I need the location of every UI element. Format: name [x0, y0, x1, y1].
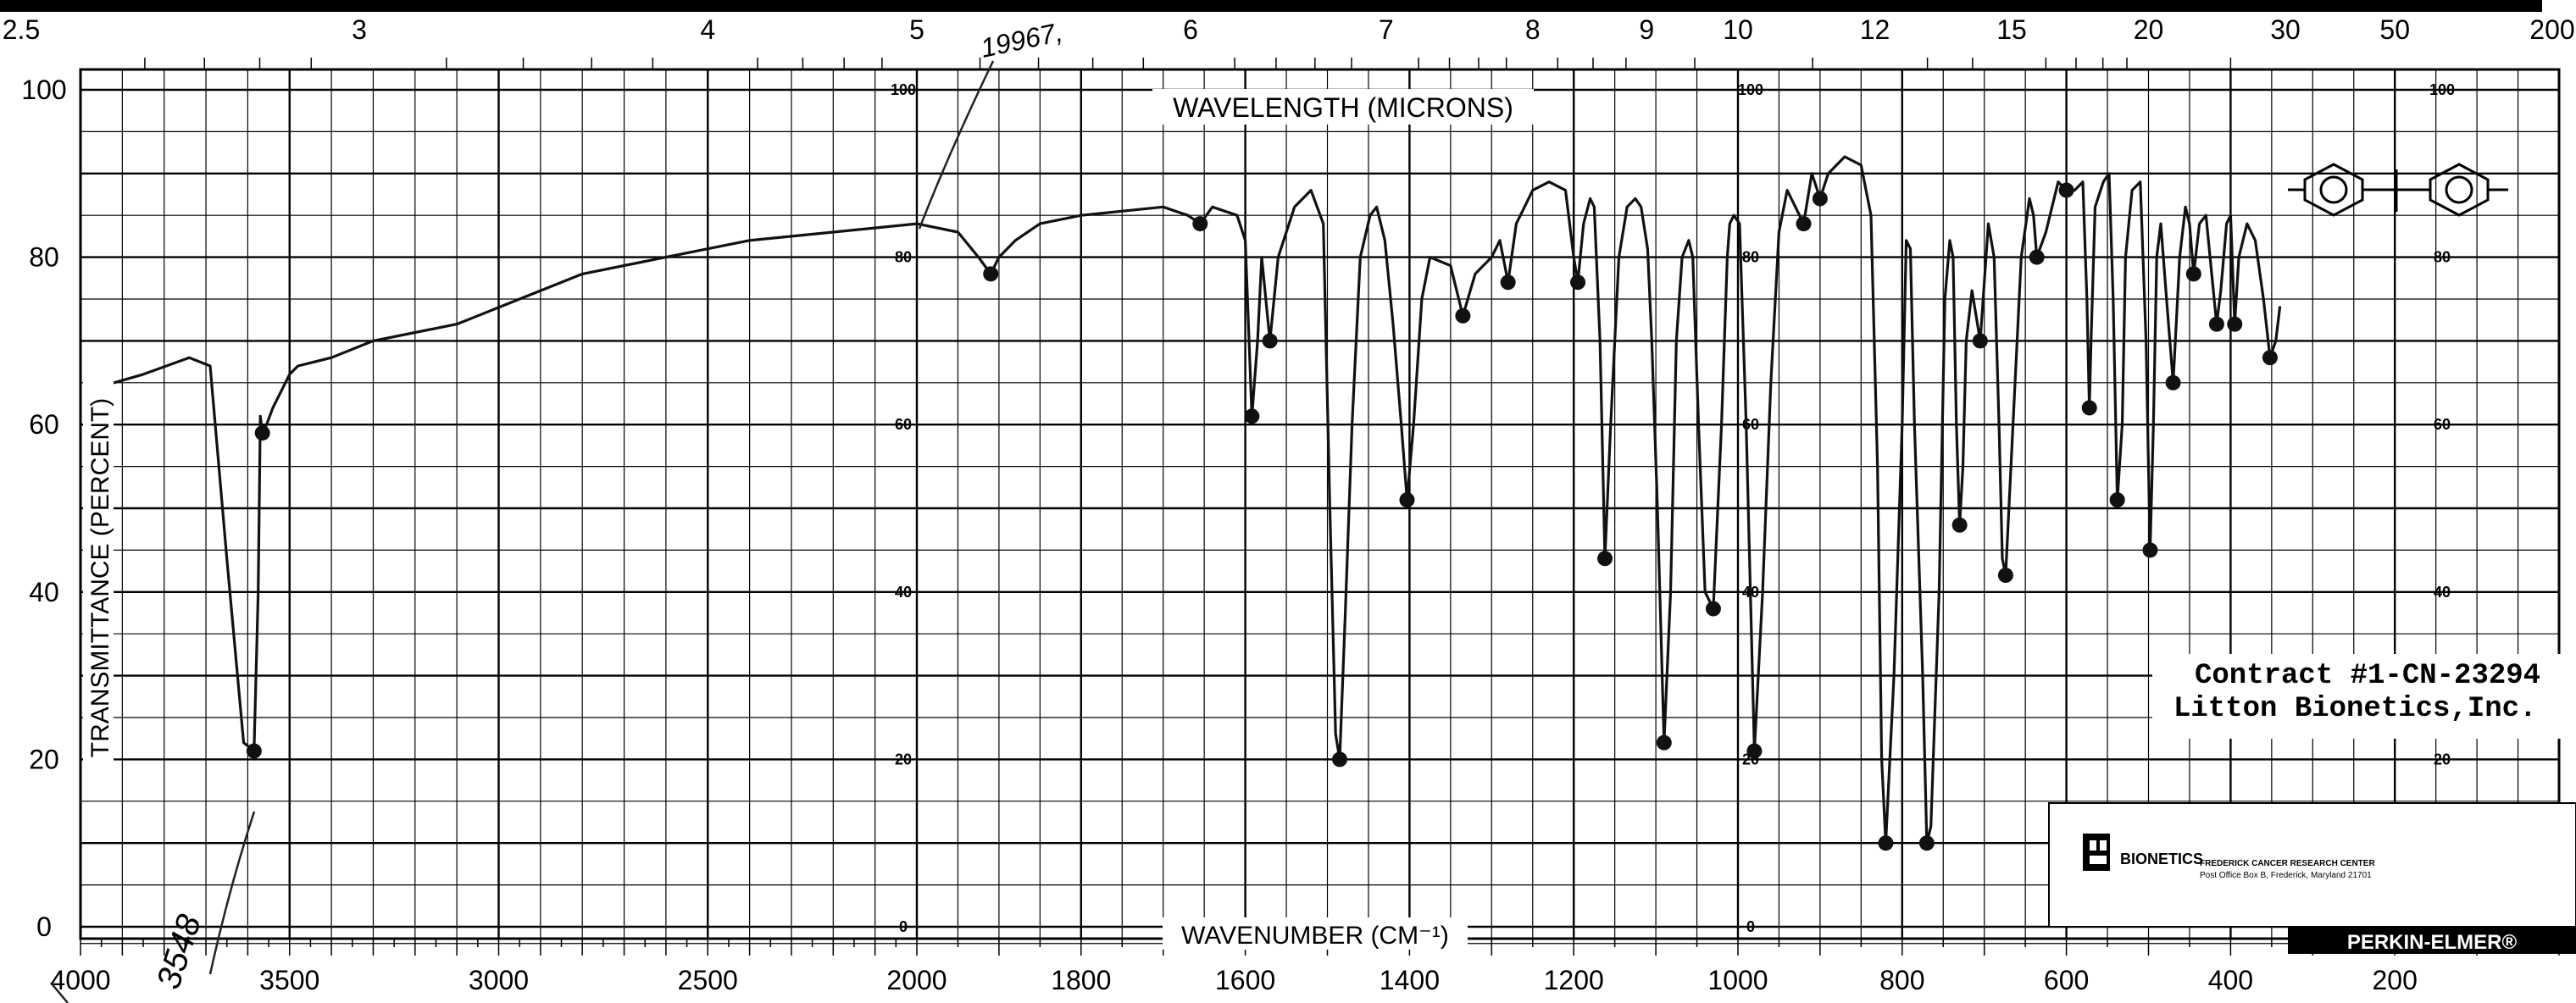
contract-box [2152, 654, 2576, 739]
inner-y-label: 20 [895, 751, 912, 767]
xlabel-box [1163, 917, 1468, 950]
x-top-tick-label: 8 [1525, 14, 1541, 45]
x-axis-title: WAVENUMBER (CM⁻¹) [1181, 922, 1449, 950]
x-top-tick-label: 3 [352, 14, 367, 45]
handwritten-marks [50, 60, 995, 1003]
x-tick-label: 4000 [50, 965, 110, 995]
contract-line1: Contract #1-CN-23294 [2195, 660, 2540, 692]
y-tick-label: 0 [36, 912, 52, 942]
x-tick-label: 1000 [1707, 965, 1768, 995]
x-tick-label: 800 [1879, 965, 1924, 995]
inner-y-label: 100 [1738, 81, 1763, 98]
bionetics-stamp [2048, 802, 2576, 928]
inner-y-label: 0 [899, 918, 908, 935]
y-tick-label: 100 [21, 75, 66, 105]
inner-y-label: 80 [2434, 249, 2451, 266]
inner-y-label: 20 [2434, 751, 2451, 767]
y-tick-label: 60 [29, 409, 59, 440]
x-top-tick-label: 50 [2379, 14, 2410, 45]
x2-axis-title: WAVELENGTH (MICRONS) [1173, 92, 1513, 123]
grid-layer [79, 68, 2561, 945]
x-tick-label: 3000 [469, 965, 529, 995]
inner-y-label: 100 [2429, 81, 2455, 98]
x-top-tick-label: 20 [2134, 14, 2164, 45]
ylabel-box [83, 373, 114, 779]
research-center-line2: Post Office Box B, Frederick, Maryland 2… [2200, 871, 2372, 880]
x-top-tick-label: 2.5 [3, 14, 40, 45]
y-axis-title: TRANSMITTANCE (PERCENT) [86, 398, 114, 757]
inner-y-label: 80 [1742, 249, 1759, 266]
bionetics-brand: BIONETICS [2120, 851, 2203, 867]
contract-line2: Litton Bionetics,Inc. [2174, 693, 2536, 725]
y-tick-label: 20 [29, 744, 59, 774]
x-top-tick-label: 15 [1996, 14, 2027, 45]
top-border-bar [0, 0, 2542, 12]
x-tick-label: 3500 [259, 965, 319, 995]
y-tick-label: 80 [29, 242, 59, 273]
research-center-line1: FREDERICK CANCER RESEARCH CENTER [2200, 859, 2375, 868]
maker-bar [2288, 927, 2576, 954]
x-tick-label: 1800 [1051, 965, 1111, 995]
x-tick-label: 1600 [1215, 965, 1275, 995]
x-tick-label: 2500 [678, 965, 738, 995]
x-top-tick-label: 12 [1860, 14, 1890, 45]
top-border-right [2542, 0, 2576, 24]
inner-y-label: 0 [1746, 918, 1755, 935]
x-top-tick-label: 9 [1639, 14, 1654, 45]
x-top-tick-label: 6 [1183, 14, 1198, 45]
inner-y-label: 40 [895, 584, 912, 601]
x-tick-label: 1200 [1544, 965, 1604, 995]
inner-y-label: 80 [895, 249, 912, 266]
x2label-box [1152, 89, 1534, 125]
x-tick-label: 400 [2208, 965, 2253, 995]
x-tick-label: 600 [2044, 965, 2089, 995]
ticks-layer: 4000 3500 3000 2500 2000 1800 1600 1400 1200 1000… [3, 14, 2575, 995]
molecule-structure [2288, 163, 2508, 217]
y-tick-label: 40 [29, 577, 59, 607]
inner-y-label: 100 [891, 81, 916, 98]
x-top-tick-label: 4 [700, 14, 715, 45]
x-top-tick-label: 5 [909, 14, 924, 45]
x-top-tick-label: 200 [2529, 14, 2574, 45]
x-top-tick-label: 10 [1723, 14, 1753, 45]
inner-y-label: 60 [895, 416, 912, 433]
bionetics-logo [2083, 834, 2110, 871]
x-top-tick-label: 7 [1379, 14, 1394, 45]
inner-y-label: 40 [2434, 584, 2451, 601]
maker-label: PERKIN-ELMER® [2347, 931, 2518, 954]
spectrum-line [112, 155, 2282, 845]
x-tick-label: 200 [2373, 965, 2418, 995]
inner-y-label: 60 [2434, 416, 2451, 433]
x-tick-label: 1400 [1380, 965, 1440, 995]
x-tick-label: 2000 [886, 965, 947, 995]
x-top-tick-label: 30 [2270, 14, 2301, 45]
